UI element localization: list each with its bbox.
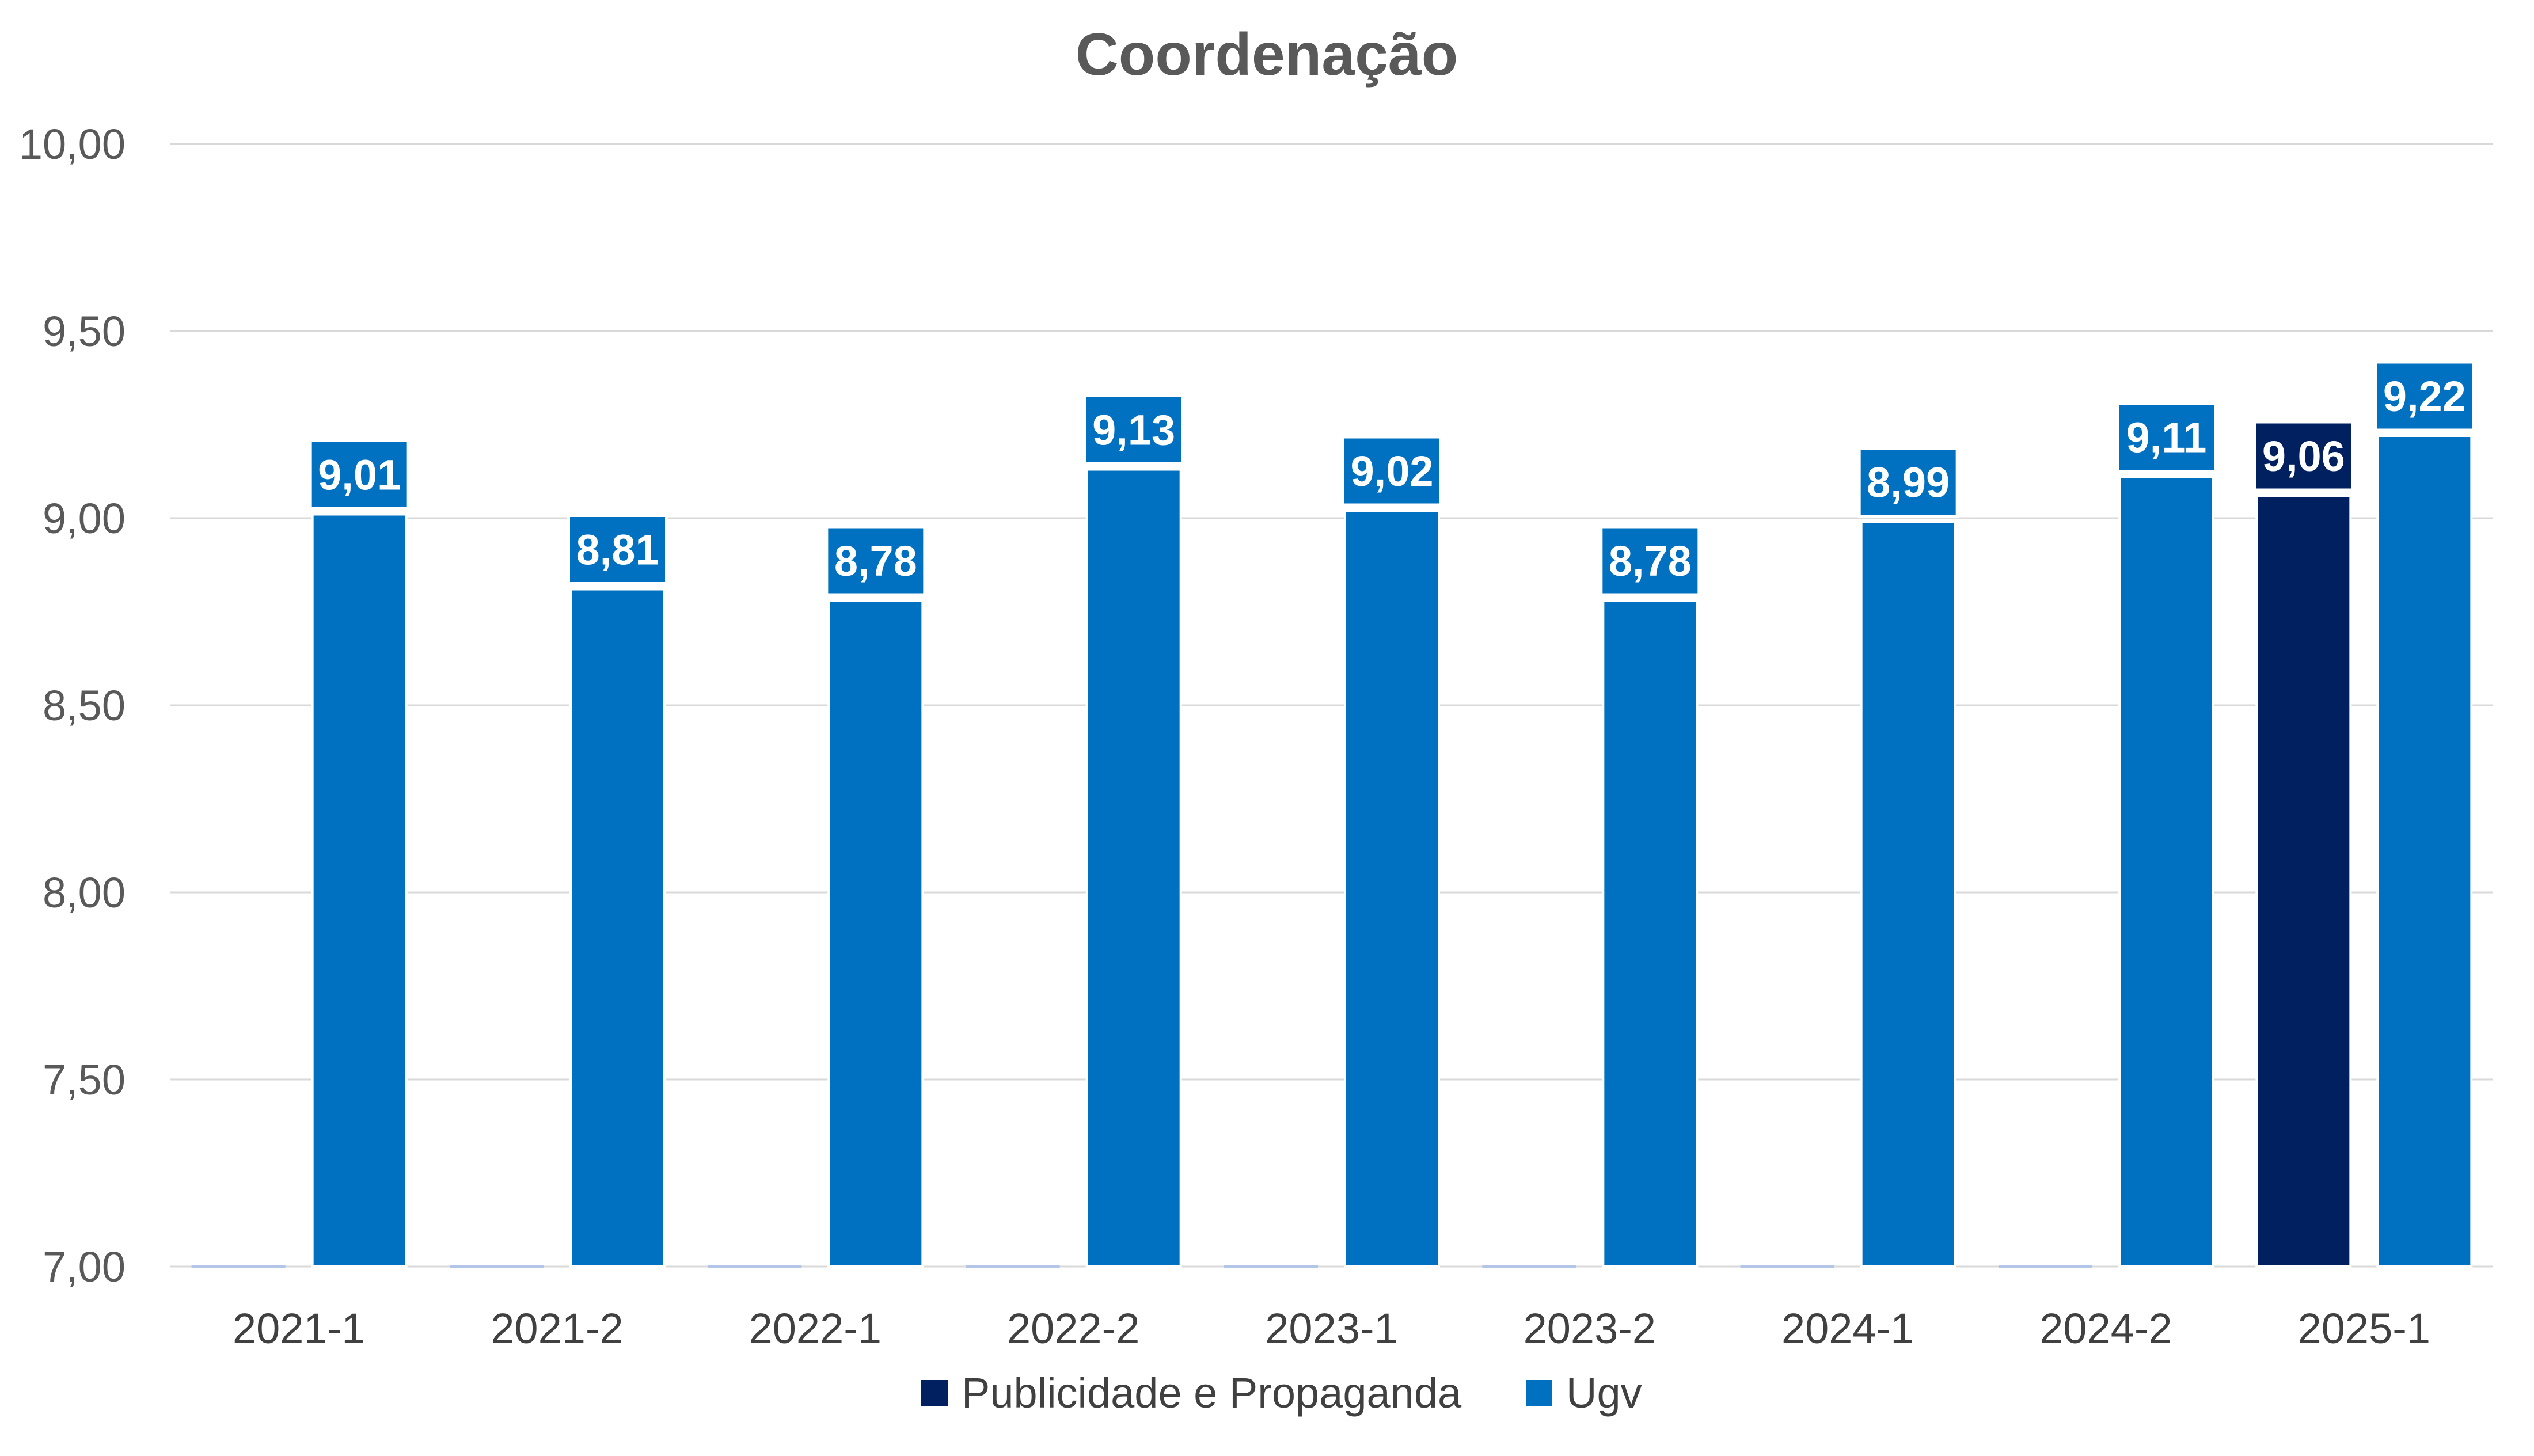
data-label-box — [1857, 447, 1959, 518]
y-tick-label: 8,00 — [43, 869, 126, 917]
y-tick-label: 10,00 — [19, 120, 126, 168]
data-label: 8,78 — [1609, 537, 1692, 585]
x-tick-label: 2022-1 — [749, 1305, 882, 1352]
data-label: 8,78 — [834, 537, 917, 585]
data-label: 9,11 — [2126, 414, 2207, 462]
bar — [2376, 435, 2473, 1268]
data-label: 9,01 — [318, 451, 401, 499]
y-tick-label: 7,00 — [43, 1243, 126, 1291]
data-label: 9,06 — [2262, 432, 2345, 480]
bar — [827, 599, 924, 1268]
bar — [2255, 495, 2352, 1268]
y-tick-label: 9,50 — [43, 307, 126, 355]
data-label-box — [309, 439, 410, 510]
legend: Publicidade e Propaganda Ugv — [921, 1369, 1642, 1417]
x-tick-label: 2025-1 — [2298, 1305, 2430, 1352]
x-tick-label: 2023-1 — [1265, 1305, 1397, 1352]
data-label-box — [2374, 360, 2475, 432]
x-tick-label: 2021-2 — [491, 1305, 623, 1352]
data-label: 8,81 — [576, 526, 659, 574]
y-tick-label: 7,50 — [43, 1056, 126, 1104]
bar — [1344, 510, 1440, 1268]
data-label-box — [1342, 435, 1442, 507]
data-label-box — [2116, 402, 2217, 473]
legend-swatch — [1526, 1380, 1552, 1406]
legend-label: Publicidade e Propaganda — [962, 1369, 1462, 1417]
y-tick-label: 8,50 — [43, 682, 126, 729]
bars — [191, 435, 2473, 1268]
data-label: 9,22 — [2383, 372, 2466, 420]
data-label-box — [1600, 525, 1701, 596]
legend-swatch — [921, 1380, 948, 1406]
chart-title: Coordenação — [1076, 21, 1458, 88]
data-label-box — [1083, 394, 1184, 465]
data-label: 9,02 — [1350, 447, 1433, 495]
x-tick-label: 2022-2 — [1007, 1305, 1139, 1352]
gridlines — [170, 143, 2493, 1268]
data-label: 8,99 — [1867, 459, 1950, 507]
data-label-box — [567, 514, 668, 585]
bar — [311, 513, 408, 1268]
x-tick-label: 2024-2 — [2039, 1305, 2172, 1352]
bar — [2118, 476, 2214, 1268]
y-tick-label: 9,00 — [43, 495, 126, 542]
data-label-box — [825, 525, 926, 596]
data-label: 9,13 — [1092, 406, 1175, 454]
bar — [1085, 468, 1182, 1268]
x-tick-label: 2024-1 — [1781, 1305, 1914, 1352]
data-labels: 9,06 9,01 8,81 8,78 9,13 9,02 8,78 8,99 9,11 9,22 — [309, 360, 2475, 596]
bar — [1860, 520, 1956, 1268]
legend-label: Ugv — [1566, 1369, 1642, 1417]
x-axis-tick-labels: 2021-1 2021-2 2022-1 2022-2 2023-1 2023-2 2024… — [233, 1305, 2430, 1352]
y-axis-tick-labels: 7,00 7,50 8,00 8,50 9,00 9,50 10,00 — [19, 120, 126, 1291]
bar — [1602, 599, 1699, 1268]
bar — [569, 588, 666, 1268]
data-label-box — [2253, 420, 2354, 492]
x-tick-label: 2023-2 — [1524, 1305, 1656, 1352]
x-tick-label: 2021-1 — [233, 1305, 365, 1352]
